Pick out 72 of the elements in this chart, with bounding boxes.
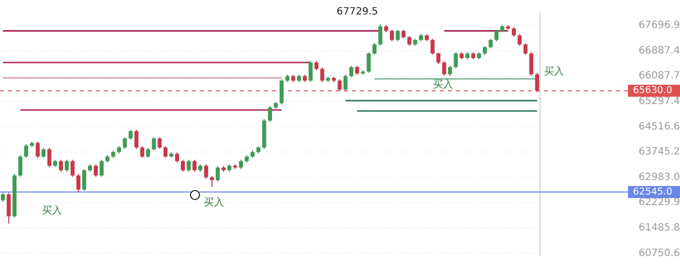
candlestick [523,42,528,56]
candlestick [64,159,69,172]
annotation: 买入 [433,78,453,91]
candlestick [76,174,80,193]
candlestick [140,146,144,158]
y-tick-label: 62229.9 [638,197,680,208]
candlestick [396,29,400,42]
candlestick [82,168,86,192]
candlestick [204,164,208,180]
candlestick [146,147,150,158]
ref-line-label: 62545.0 [633,186,672,198]
candlestick [308,60,313,83]
candlestick [378,24,382,46]
candlestick [100,159,104,178]
candlestick [152,136,156,152]
candlestick [488,38,493,50]
candlestick [192,159,197,172]
candlestick [128,129,133,140]
y-tick-label: 66087.7 [638,70,680,82]
candlestick [280,78,284,106]
y-tick-label: 61485.8 [638,222,680,234]
candlestick [448,65,452,76]
candlestick [454,52,458,69]
candlestick [430,38,435,56]
candlestick [58,159,63,172]
candlestick [94,164,98,178]
candlestick [36,141,40,158]
candlestick [442,60,446,76]
candlestick [268,106,272,123]
candlestick [338,78,342,92]
candlestick [314,60,318,71]
candlestick [47,147,52,168]
candlestick [535,72,540,92]
candlestick [366,52,371,74]
candlestick [349,65,354,78]
y-tick-label: 60750.6 [638,248,680,259]
y-tick-label: 63745.2 [638,146,680,158]
candlestick [158,136,162,150]
annotation: 买入 [204,196,224,209]
candlestick [372,42,377,56]
candlestick [343,74,348,92]
candlestick [216,166,220,182]
candlestick [134,129,138,150]
candlestick [24,144,28,158]
y-tick-label: 67696.9 [638,20,680,32]
y-tick-label: 65297.4 [638,96,680,107]
candlestick [390,29,394,42]
candlestick [529,52,534,76]
candlestick [186,159,191,172]
candlestick [122,136,127,150]
candlestick [0,192,5,202]
annotation: 买入 [42,204,62,217]
y-tick-label: 62983.0 [638,172,680,183]
candlestick [407,35,412,46]
y-tick-label: 66887.4 [638,45,680,56]
candlestick [70,159,75,178]
candlestick [436,52,440,64]
candlestick [18,154,22,178]
candlestick [238,159,243,170]
y-tick-label: 64516.6 [638,121,680,132]
candlestick [180,159,185,172]
candlestick [163,146,168,158]
candlestick [42,147,46,158]
candlestick [494,29,498,42]
candlestick [518,34,522,46]
ref-line-label: 65630.0 [633,85,672,96]
annotation: 67729.5 [336,6,378,18]
candlestick [175,152,180,163]
candlestick [320,66,324,83]
candlestick [6,192,11,224]
candlestick [512,26,516,38]
text: 买入 [544,66,564,78]
